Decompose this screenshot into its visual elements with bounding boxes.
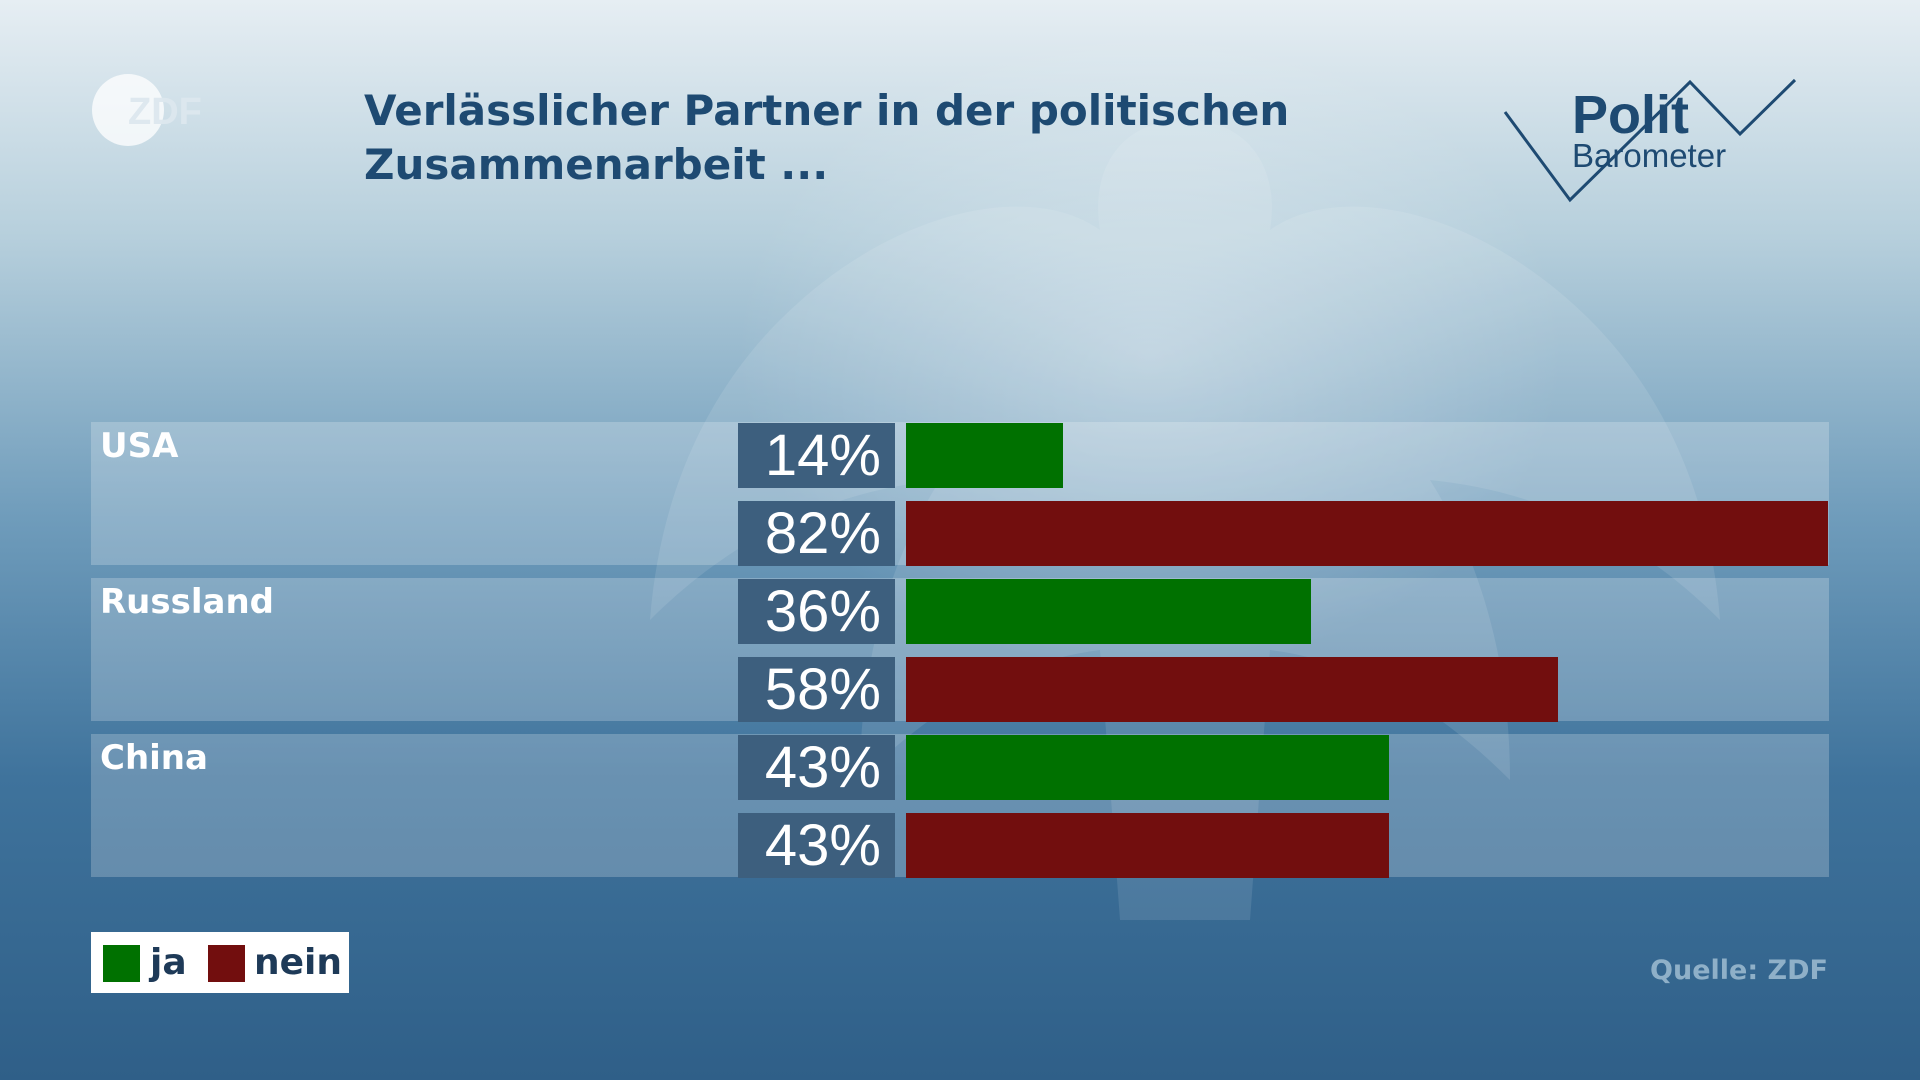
legend-label-nein: nein [254,942,343,983]
politbarometer-logo: Polit Barometer [1500,72,1810,212]
title-line-1: Verlässlicher Partner in der politischen [364,86,1290,135]
legend-label-ja: ja [150,942,187,983]
category-label: USA [100,426,179,466]
title-line-2: Zusammenarbeit ... [364,140,829,189]
source-note: Quelle: ZDF [1650,955,1828,986]
bar-ja-russland [906,579,1311,644]
data-label-ja: 14% [738,423,895,488]
polit-trendline-icon [1503,78,1797,203]
bar-ja-china [906,735,1389,800]
polit-logo-word: Polit [1572,85,1689,145]
bar-ja-usa [906,423,1063,488]
data-label-nein: 58% [738,657,895,722]
category-label: China [100,738,208,778]
barometer-logo-word: Barometer [1572,137,1727,174]
legend-swatch-nein [208,945,245,982]
data-label-ja: 43% [738,735,895,800]
page-title: Verlässlicher Partner in der politischen… [364,84,1364,192]
data-label-ja: 36% [738,579,895,644]
data-label-nein: 43% [738,813,895,878]
zdf-logo-text: ZDF [128,91,202,133]
bar-nein-usa [906,501,1828,566]
category-label: Russland [100,582,275,622]
bar-nein-china [906,813,1389,878]
data-label-nein: 82% [738,501,895,566]
zdf-logo-icon: ZDF [92,74,202,146]
legend: ja nein [91,932,349,993]
legend-swatch-ja [103,945,140,982]
bar-nein-russland [906,657,1558,722]
